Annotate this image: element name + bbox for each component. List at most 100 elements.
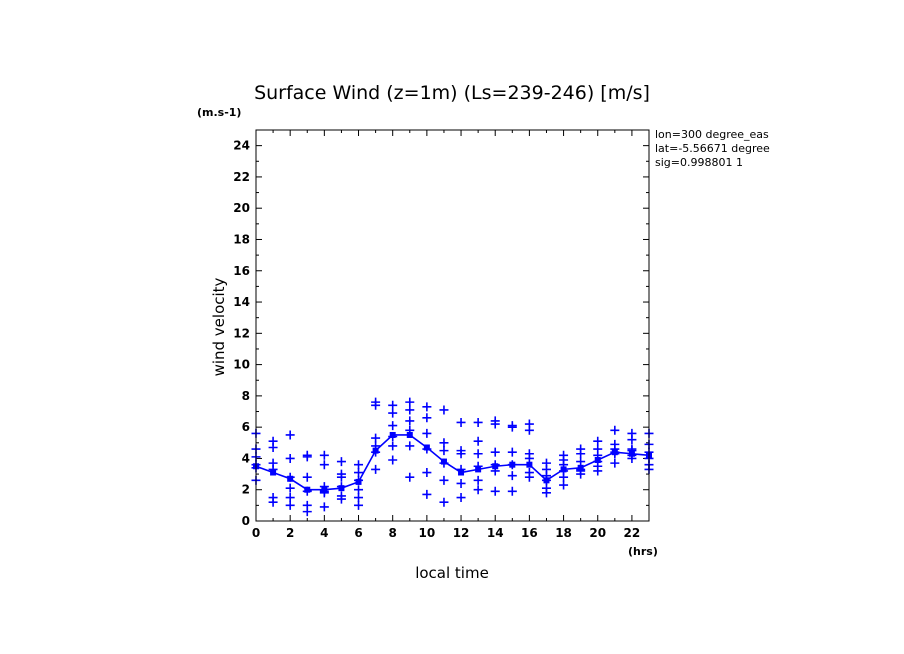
sample-point <box>285 430 295 440</box>
sample-point <box>559 472 569 482</box>
x-tick-label: 18 <box>555 526 572 540</box>
mean-point <box>338 485 345 492</box>
sample-point <box>593 436 603 446</box>
sample-point <box>422 413 432 423</box>
y-tick-label: 8 <box>242 389 250 403</box>
y-tick-label: 20 <box>233 201 250 215</box>
mean-point <box>458 469 465 476</box>
x-tick-label: 10 <box>419 526 436 540</box>
mean-point <box>406 431 413 438</box>
data-marks <box>251 397 654 517</box>
sample-point <box>405 397 415 407</box>
sample-point <box>473 436 483 446</box>
y-tick-label: 16 <box>233 264 250 278</box>
x-tick-label: 20 <box>589 526 606 540</box>
sample-point <box>371 464 381 474</box>
y-tick-label: 0 <box>242 514 250 528</box>
x-tick-label: 16 <box>521 526 538 540</box>
sample-point <box>268 442 278 452</box>
sample-point <box>405 472 415 482</box>
sample-point <box>422 428 432 438</box>
sample-point <box>507 422 517 432</box>
sample-point <box>456 449 466 459</box>
chart-title: Surface Wind (z=1m) (Ls=239-246) [m/s] <box>254 82 650 104</box>
sample-point <box>593 466 603 476</box>
sample-point <box>576 457 586 467</box>
x-tick-label: 12 <box>453 526 470 540</box>
y-tick-label: 24 <box>233 139 250 153</box>
sample-point <box>302 452 312 462</box>
sample-point <box>371 400 381 410</box>
mean-point <box>372 447 379 454</box>
sample-point <box>439 446 449 456</box>
sample-point <box>405 416 415 426</box>
mean-point <box>611 449 618 456</box>
sample-point <box>507 471 517 481</box>
sample-point <box>319 502 329 512</box>
sample-point <box>576 449 586 459</box>
info-line-lat: lat=-5.56671 degree <box>655 142 770 155</box>
sample-point <box>336 472 346 482</box>
sample-point <box>302 472 312 482</box>
sample-point <box>524 453 534 463</box>
sample-point <box>336 494 346 504</box>
mean-point <box>389 431 396 438</box>
sample-point <box>285 500 295 510</box>
y-unit-label: (m.s-1) <box>197 106 241 119</box>
mean-point <box>423 444 430 451</box>
sample-point <box>559 480 569 490</box>
sample-point <box>285 453 295 463</box>
sample-point <box>319 460 329 470</box>
mean-point <box>543 477 550 484</box>
sample-point <box>507 447 517 457</box>
y-tick-label: 12 <box>233 326 250 340</box>
sample-point <box>422 489 432 499</box>
sample-point <box>473 417 483 427</box>
sample-point <box>473 485 483 495</box>
info-line-lon: lon=300 degree_eas <box>655 128 769 141</box>
sample-point <box>439 438 449 448</box>
mean-point <box>304 486 311 493</box>
sample-point <box>490 447 500 457</box>
x-axis-label: local time <box>415 564 489 582</box>
mean-line <box>255 434 650 491</box>
mean-point <box>628 450 635 457</box>
mean-point <box>321 486 328 493</box>
x-tick-label: 2 <box>286 526 294 540</box>
mean-point <box>492 463 499 470</box>
y-tick-label: 2 <box>242 483 250 497</box>
sample-point <box>285 493 295 503</box>
mean-point <box>475 466 482 473</box>
sample-point <box>285 483 295 493</box>
x-tick-label: 14 <box>487 526 504 540</box>
sample-point <box>439 405 449 415</box>
y-tick-label: 14 <box>233 295 250 309</box>
sample-point <box>524 425 534 435</box>
sample-point <box>422 468 432 478</box>
mean-point <box>355 478 362 485</box>
sample-point <box>473 475 483 485</box>
sample-point <box>627 435 637 445</box>
y-tick-label: 22 <box>233 170 250 184</box>
sample-point <box>541 488 551 498</box>
plot-frame <box>255 129 650 522</box>
sample-point <box>354 500 364 510</box>
info-line-sig: sig=0.998801 1 <box>655 156 743 169</box>
sample-point <box>388 441 398 451</box>
mean-point <box>270 469 277 476</box>
sample-point <box>268 497 278 507</box>
sample-point <box>524 472 534 482</box>
sample-point <box>456 478 466 488</box>
y-tick-label: 18 <box>233 232 250 246</box>
sample-point <box>354 493 364 503</box>
sample-point <box>388 400 398 410</box>
sample-point <box>422 402 432 412</box>
mean-point <box>287 475 294 482</box>
mean-point <box>509 461 516 468</box>
sample-point <box>388 408 398 418</box>
x-tick-label: 4 <box>320 526 328 540</box>
sample-point <box>456 493 466 503</box>
sample-point <box>439 475 449 485</box>
y-axis-label: wind velocity <box>210 277 228 376</box>
